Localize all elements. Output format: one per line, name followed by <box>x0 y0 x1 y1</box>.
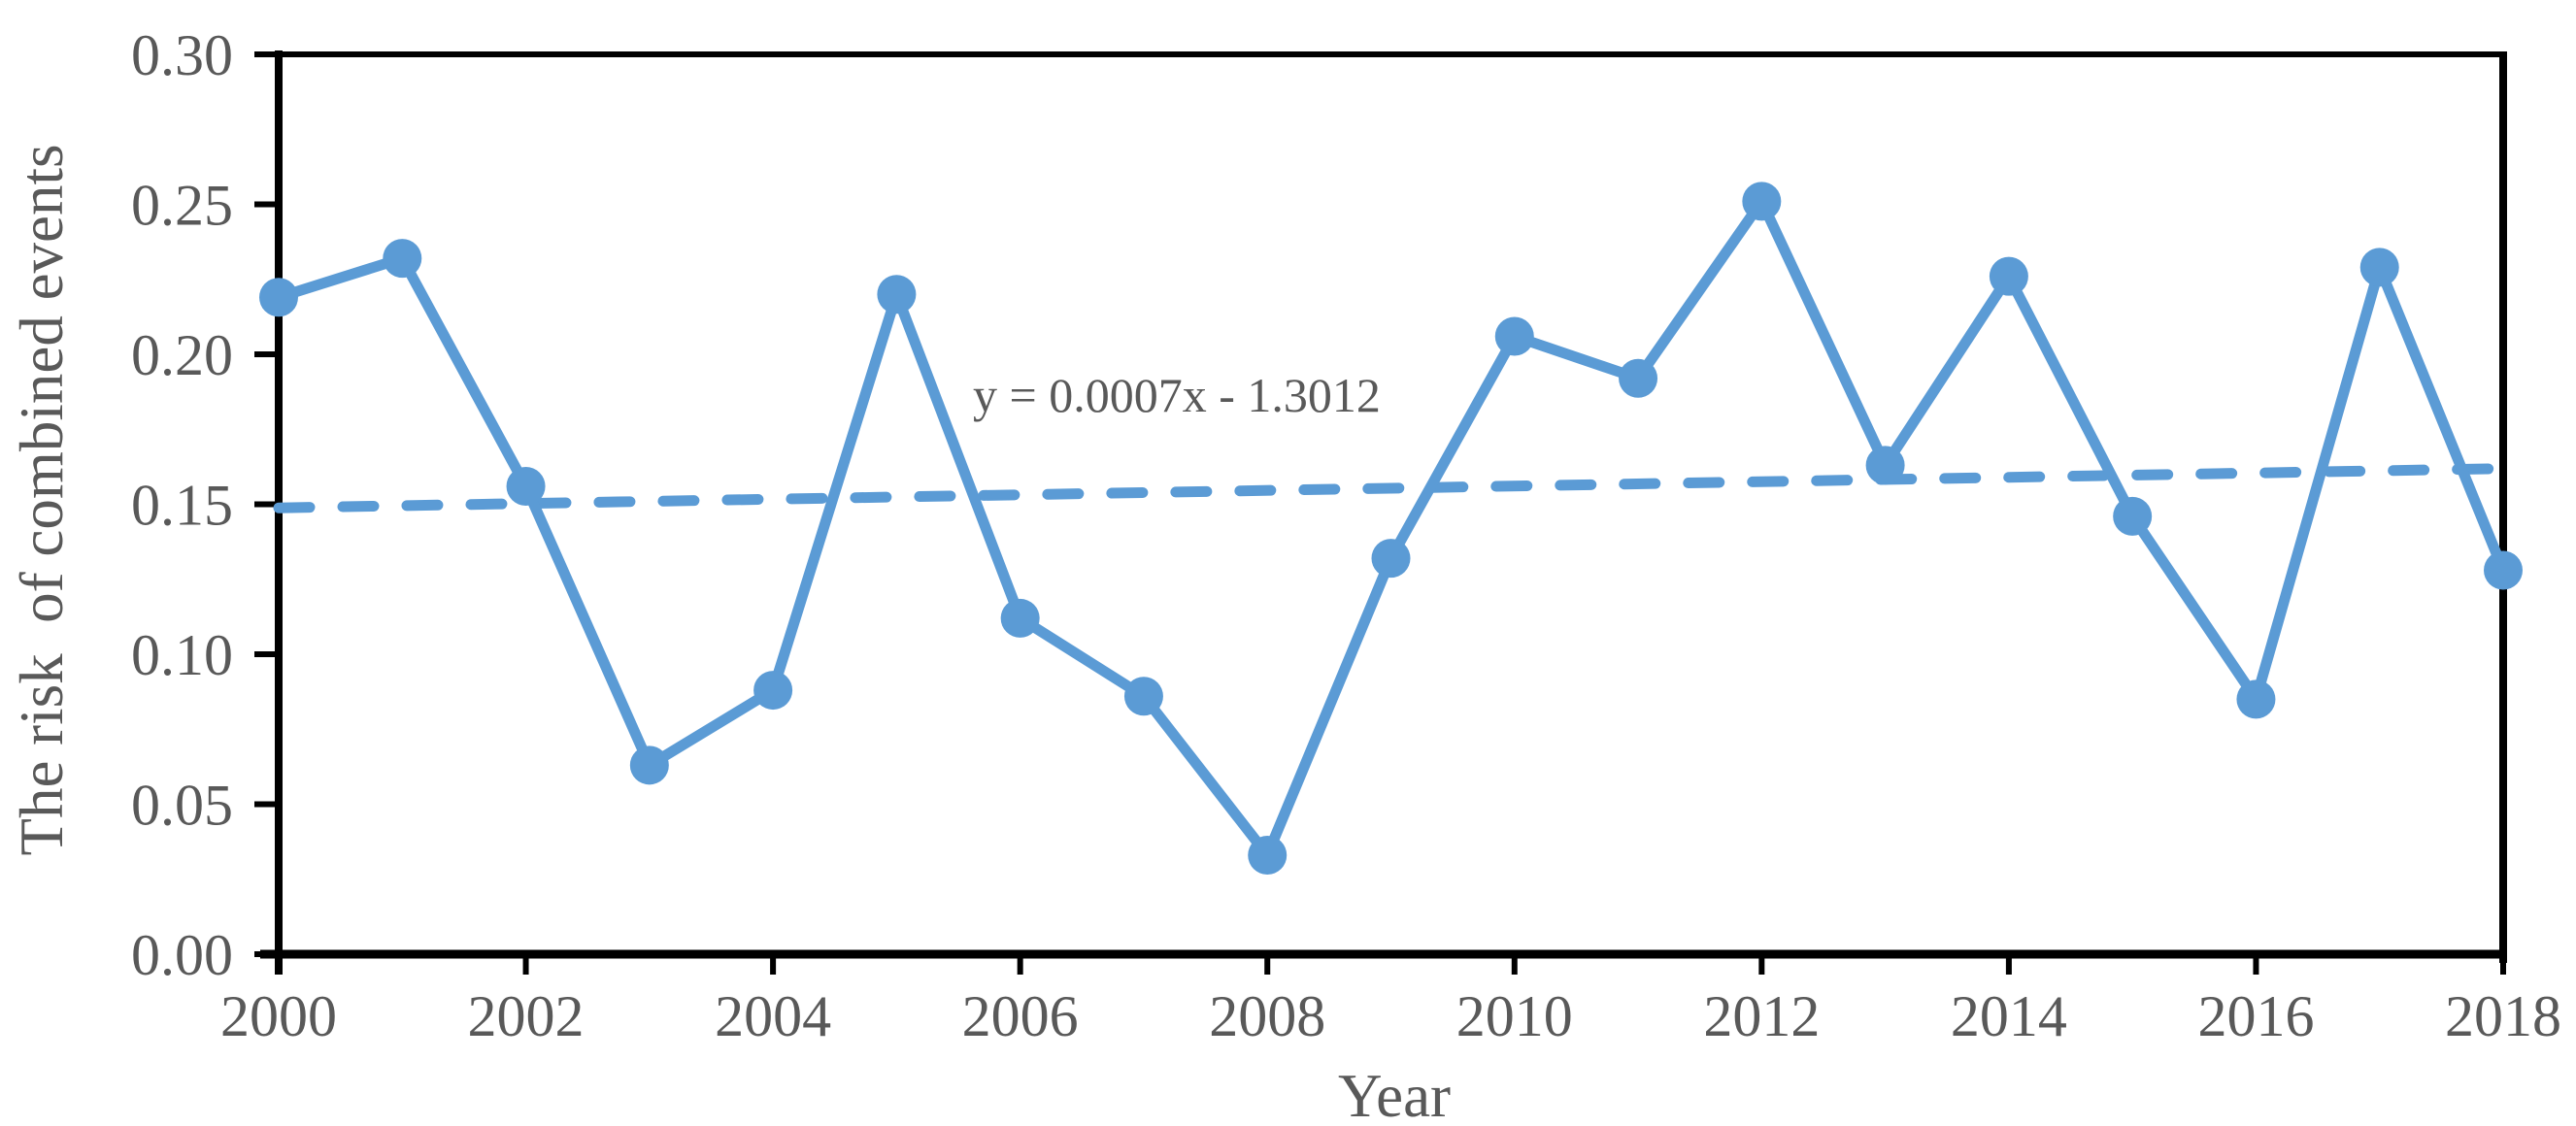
data-point-2007 <box>1123 677 1163 716</box>
data-point-2001 <box>383 239 422 279</box>
data-point-2000 <box>259 278 298 317</box>
data-point-2011 <box>1619 358 1658 398</box>
data-point-2010 <box>1494 316 1534 356</box>
data-point-2016 <box>2236 679 2276 719</box>
data-point-2009 <box>1371 539 1411 579</box>
data-point-2006 <box>1000 598 1040 638</box>
axes-layer <box>254 50 2507 975</box>
data-point-2014 <box>1989 256 2028 296</box>
data-point-2008 <box>1248 836 1288 876</box>
x-tick-label-2012: 2012 <box>1703 984 1820 1048</box>
series-line <box>273 195 2509 861</box>
x-tick-label-2002: 2002 <box>468 984 585 1048</box>
y-tick-label-0.05: 0.05 <box>131 774 233 838</box>
x-tick-label-2004: 2004 <box>715 984 831 1048</box>
data-point-2003 <box>629 745 669 785</box>
data-point-2005 <box>877 275 917 315</box>
y-axis-title: The risk of combined events <box>8 144 76 855</box>
data-point-2013 <box>1865 446 1905 485</box>
data-point-2015 <box>2113 496 2153 536</box>
y-tick-label-0.00: 0.00 <box>131 923 233 987</box>
trend-line <box>273 463 2509 513</box>
trendline-equation: y = 0.0007x - 1.3012 <box>973 368 1381 422</box>
x-tick-label-2018: 2018 <box>2445 984 2561 1048</box>
data-point-2002 <box>506 466 546 506</box>
x-tick-label-2016: 2016 <box>2197 984 2314 1048</box>
x-tick-label-2010: 2010 <box>1456 984 1573 1048</box>
y-tick-label-0.20: 0.20 <box>131 323 233 387</box>
x-tick-label-2000: 2000 <box>220 984 337 1048</box>
data-point-2012 <box>1742 182 1782 221</box>
x-tick-label-2008: 2008 <box>1209 984 1325 1048</box>
x-axis-title: Year <box>1338 1062 1451 1126</box>
y-tick-label-0.25: 0.25 <box>131 174 233 238</box>
data-point-2004 <box>753 671 793 711</box>
data-point-2018 <box>2484 550 2523 590</box>
y-tick-label-0.30: 0.30 <box>131 23 233 87</box>
series-layer <box>259 182 2523 876</box>
y-tick-label-0.10: 0.10 <box>131 623 233 687</box>
y-tick-label-0.15: 0.15 <box>131 474 233 538</box>
x-tick-label-2006: 2006 <box>962 984 1079 1048</box>
data-point-2017 <box>2359 248 2399 287</box>
x-tick-label-2014: 2014 <box>1951 984 2067 1048</box>
tick-labels-layer: 2000 2002 2004 2006 2008 2010 2012 2014 2016 2018… <box>131 23 2561 1048</box>
